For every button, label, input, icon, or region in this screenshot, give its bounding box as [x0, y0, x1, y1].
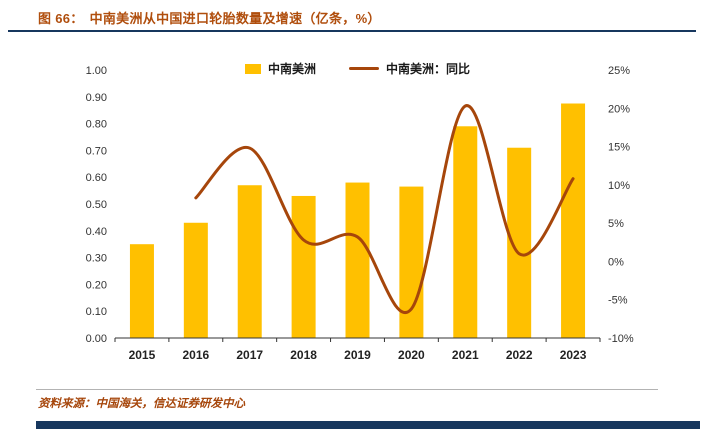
svg-text:-5%: -5% [608, 295, 628, 307]
svg-text:0%: 0% [608, 256, 624, 268]
svg-text:0.70: 0.70 [86, 145, 107, 157]
svg-text:0.10: 0.10 [86, 306, 107, 318]
svg-text:2019: 2019 [344, 348, 371, 362]
source-note: 资料来源：中国海关，信达证券研发中心 [38, 398, 245, 410]
svg-text:5%: 5% [608, 218, 624, 230]
legend-bar-label: 中南美洲 [267, 62, 316, 76]
chart-svg: 0.00 0.10 0.20 0.30 0.40 0.50 0.60 0.70 0.80 0.90… [86, 65, 634, 362]
svg-text:10%: 10% [608, 180, 630, 192]
legend-line-swatch-icon [349, 67, 379, 70]
svg-text:0.00: 0.00 [86, 333, 107, 345]
legend-bar-swatch-icon [244, 63, 261, 74]
svg-text:0.20: 0.20 [86, 279, 107, 291]
svg-text:0.60: 0.60 [86, 172, 107, 184]
figure-label: 图 66： [38, 11, 84, 26]
svg-text:2015: 2015 [129, 348, 156, 362]
svg-text:0.90: 0.90 [86, 92, 107, 104]
title-divider [8, 30, 696, 32]
svg-text:1.00: 1.00 [86, 65, 107, 77]
legend-line-label: 中南美洲：同比 [386, 62, 471, 76]
svg-text:2016: 2016 [182, 348, 209, 362]
svg-text:0.80: 0.80 [86, 119, 107, 131]
svg-text:2022: 2022 [506, 348, 533, 362]
svg-text:2018: 2018 [290, 348, 317, 362]
svg-text:2017: 2017 [236, 348, 263, 362]
footer-divider [36, 389, 658, 390]
svg-text:0.40: 0.40 [86, 226, 107, 238]
svg-text:2023: 2023 [560, 348, 587, 362]
chart-legend: 中南美洲 中南美洲：同比 [115, 60, 600, 77]
figure-title-text: 中南美洲从中国进口轮胎数量及增速（亿条，%） [89, 11, 381, 26]
svg-text:25%: 25% [608, 65, 630, 77]
svg-text:20%: 20% [608, 103, 630, 115]
svg-text:2020: 2020 [398, 348, 425, 362]
bottom-rule [36, 421, 700, 429]
svg-text:-10%: -10% [608, 333, 634, 345]
figure-title: 图 66： 中南美洲从中国进口轮胎数量及增速（亿条，%） [38, 8, 381, 27]
svg-text:0.50: 0.50 [86, 199, 107, 211]
svg-text:15%: 15% [608, 142, 630, 154]
svg-text:0.30: 0.30 [86, 253, 107, 265]
svg-text:2021: 2021 [452, 348, 479, 362]
